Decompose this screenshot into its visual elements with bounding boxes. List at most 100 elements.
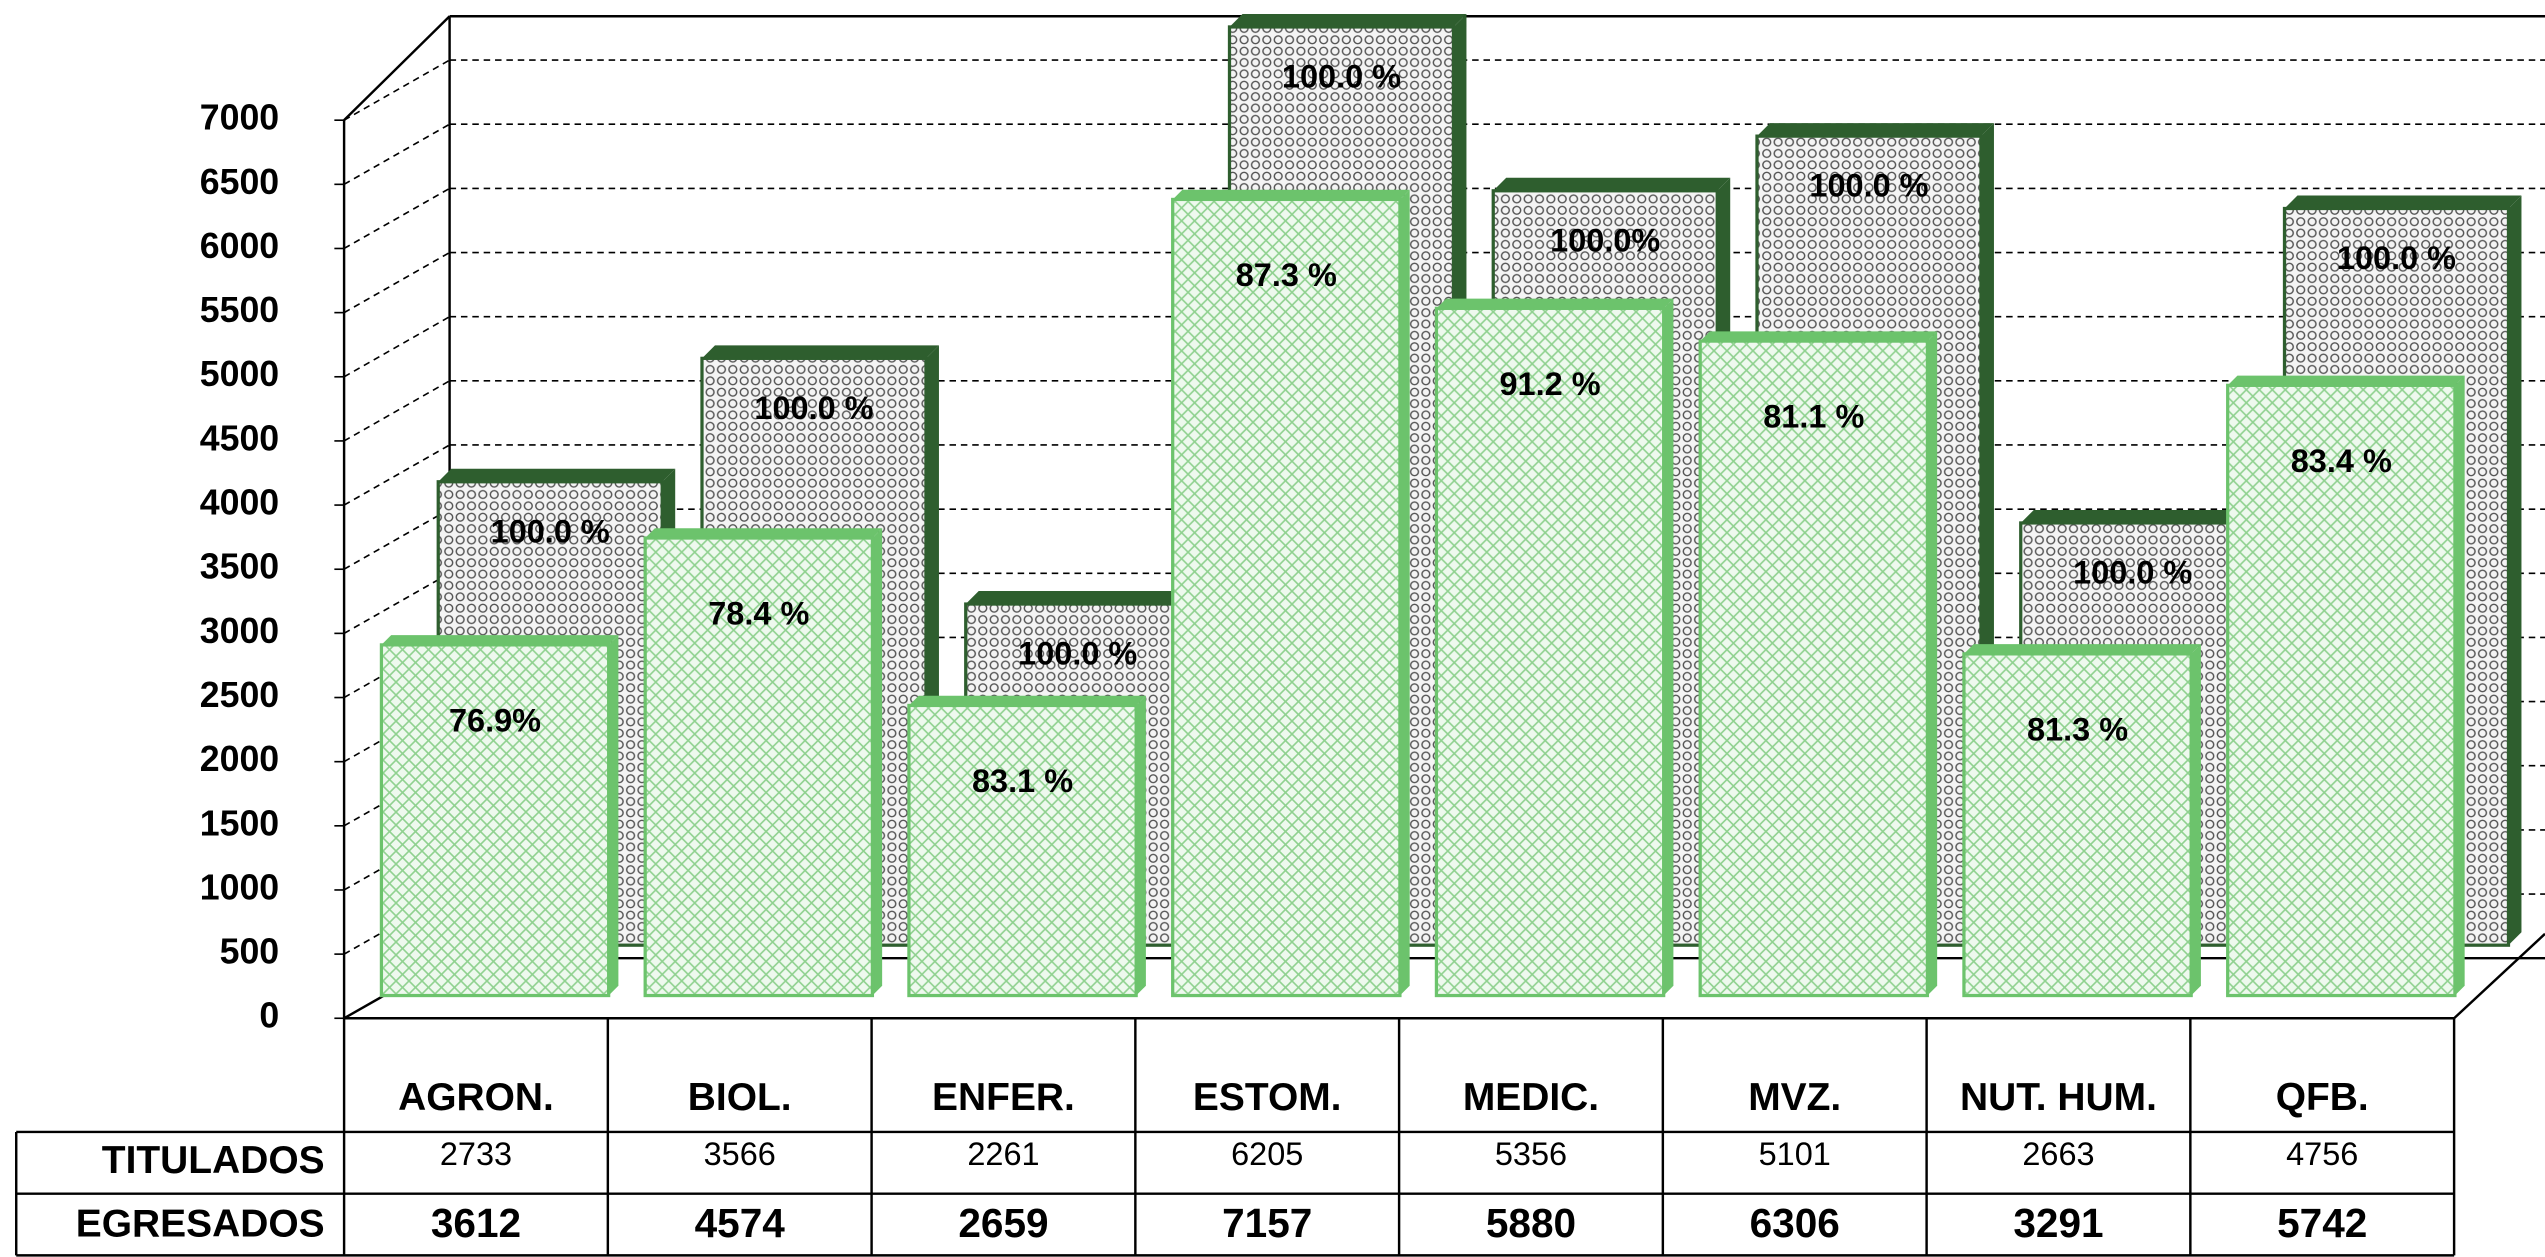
row-label: TITULADOS	[102, 1139, 325, 1182]
bar-label: 100.0 %	[754, 390, 873, 426]
front-bar	[1434, 306, 1666, 998]
y-tick-label: 5500	[200, 290, 279, 330]
table-value: 6306	[1750, 1200, 1840, 1246]
front-bar-side	[1399, 189, 1410, 996]
front-bar	[1698, 339, 1930, 998]
front-bar-side	[1136, 695, 1146, 996]
table-value: 6205	[1231, 1136, 1303, 1172]
y-tick-label: 3000	[200, 611, 279, 651]
bar-label: 81.1 %	[1763, 399, 1864, 435]
table-value: 2261	[967, 1136, 1039, 1172]
grid-line	[343, 59, 450, 121]
bar-label: 100.0 %	[2073, 554, 2192, 590]
y-tick-label: 0	[259, 996, 279, 1036]
bar-label: 81.3 %	[2027, 711, 2128, 747]
y-tick-label: 1500	[200, 803, 279, 843]
x-tick-label: MVZ.	[1748, 1076, 1841, 1119]
grid-line	[343, 444, 450, 506]
y-tick-label: 7000	[200, 98, 279, 138]
y-tick-label: 2000	[200, 739, 279, 779]
front-bar	[1171, 197, 1402, 998]
bar-label: 100.0 %	[1282, 58, 1401, 94]
back-bar-top	[701, 345, 939, 359]
table-value: 3566	[704, 1136, 776, 1172]
y-tick-label: 500	[220, 932, 280, 972]
bar-label: 100.0%	[1550, 222, 1660, 258]
bar-label: 100.0 %	[1018, 636, 1137, 672]
table-value: 5742	[2277, 1200, 2367, 1246]
table-value: 3291	[2013, 1200, 2103, 1246]
bar-label: 100.0 %	[1809, 168, 1928, 204]
front-bar-top	[645, 528, 883, 539]
back-bar-top	[2284, 195, 2522, 209]
row-label: EGRESADOS	[76, 1202, 325, 1245]
grid-line	[343, 187, 450, 250]
front-bar-top	[1700, 331, 1938, 342]
y-tick-label: 5000	[200, 354, 279, 394]
bar-label: 78.4 %	[708, 596, 809, 632]
bar-label: 76.9%	[449, 702, 541, 738]
front-bar-top	[2227, 375, 2465, 386]
front-bar-side	[1927, 331, 1938, 996]
table-value: 2659	[958, 1200, 1048, 1246]
front-bar-top	[1436, 298, 1674, 309]
y-tick-label: 4000	[200, 483, 279, 523]
x-tick-label: ESTOM.	[1193, 1076, 1342, 1119]
table-value: 2733	[440, 1136, 512, 1172]
front-bar-top	[908, 695, 1146, 706]
x-tick-label: QFB.	[2276, 1076, 2369, 1119]
grid-line	[343, 572, 450, 635]
bar-label: 91.2 %	[1500, 366, 1601, 402]
back-bar-top	[1493, 177, 1731, 191]
front-bar-top	[1172, 189, 1410, 200]
grid-line	[343, 508, 450, 570]
table-value: 7157	[1222, 1200, 1312, 1246]
x-tick-label: BIOL.	[688, 1076, 792, 1119]
x-tick-label: NUT. HUM.	[1960, 1076, 2157, 1119]
x-tick-label: MEDIC.	[1463, 1076, 1599, 1119]
table-value: 4756	[2286, 1136, 2358, 1172]
front-bar-side	[872, 528, 883, 996]
table-value: 5101	[1759, 1136, 1831, 1172]
y-tick-label: 6000	[200, 226, 279, 266]
back-bar-top	[438, 468, 676, 482]
front-bar	[643, 536, 875, 998]
table-value: 5880	[1486, 1200, 1576, 1246]
bar-label: 83.4 %	[2291, 443, 2392, 479]
front-bar	[907, 703, 1138, 998]
y-tick-label: 3500	[200, 547, 279, 587]
back-bar-top	[1756, 123, 1994, 137]
bar-label: 87.3 %	[1236, 257, 1337, 293]
data-table: TITULADOS EGRESADOS	[15, 1130, 2455, 1257]
table-value: 3612	[431, 1200, 521, 1246]
front-bar-side	[2191, 644, 2201, 996]
front-bar-side	[1663, 298, 1674, 996]
bar-label: 100.0 %	[491, 513, 610, 549]
grid-line	[343, 380, 450, 442]
front-bar	[1962, 652, 2193, 998]
front-bar-top	[381, 635, 619, 645]
front-bar-side	[2454, 375, 2465, 996]
grid-line	[343, 123, 450, 186]
back-bar-top	[965, 591, 1203, 605]
front-bar-side	[608, 635, 619, 996]
front-bar-top	[1963, 644, 2201, 654]
back-bar-side	[2508, 195, 2522, 946]
grid-line	[343, 251, 450, 314]
table-value: 5356	[1495, 1136, 1567, 1172]
y-tick-label: 4500	[200, 418, 279, 458]
front-bar	[2226, 383, 2457, 998]
y-tick-label: 6500	[200, 162, 279, 202]
bar-label: 83.1 %	[972, 763, 1073, 799]
y-tick-label: 1000	[200, 867, 279, 907]
back-bar-top	[2020, 509, 2258, 523]
x-tick-label: ENFER.	[932, 1076, 1075, 1119]
table-value: 4574	[695, 1200, 786, 1246]
bar-label: 100.0 %	[2337, 240, 2456, 276]
back-bar-top	[1229, 13, 1467, 27]
x-tick-label: AGRON.	[398, 1076, 554, 1119]
grid-line	[343, 315, 450, 378]
front-bar	[379, 643, 611, 998]
